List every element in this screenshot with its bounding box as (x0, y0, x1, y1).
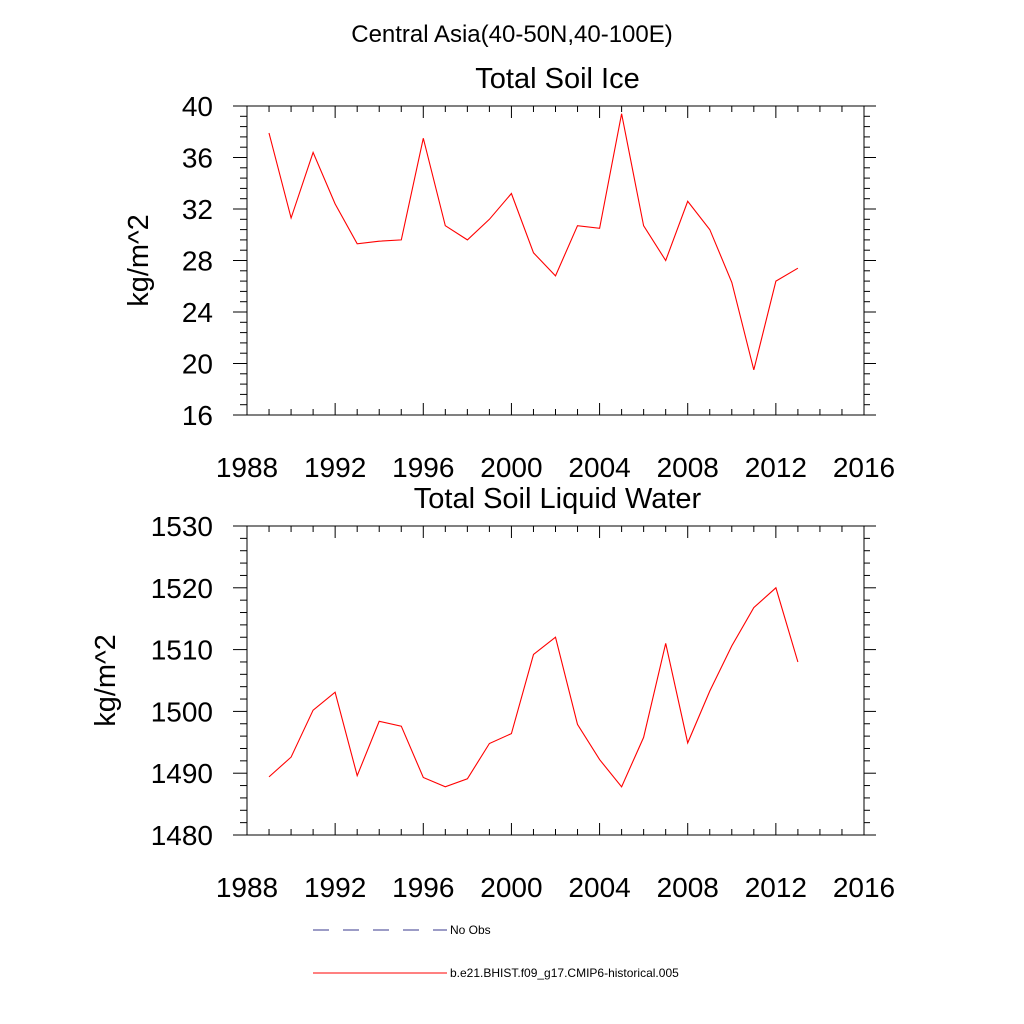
data-point (797, 661, 799, 663)
data-point (775, 587, 777, 589)
data-point (356, 774, 358, 776)
x-tick-label: 1992 (304, 872, 366, 903)
y-tick-label: 1510 (151, 635, 213, 666)
data-point (753, 606, 755, 608)
data-point (422, 137, 424, 139)
data-point (268, 132, 270, 134)
x-tick-label: 1996 (392, 872, 454, 903)
y-tick-label: 1480 (151, 820, 213, 851)
data-point (598, 227, 600, 229)
data-point (532, 252, 534, 254)
chart-title: Total Soil Liquid Water (414, 483, 702, 515)
data-point (444, 786, 446, 788)
data-point (334, 203, 336, 205)
data-point (554, 275, 556, 277)
x-tick-label: 2016 (833, 872, 895, 903)
data-point (488, 218, 490, 220)
data-point (268, 776, 270, 778)
x-tick-label: 2008 (657, 452, 719, 483)
data-point (731, 281, 733, 283)
x-tick-label: 1988 (216, 452, 278, 483)
data-point (753, 369, 755, 371)
data-point (290, 756, 292, 758)
x-tick-label: 2000 (480, 872, 542, 903)
data-point (312, 151, 314, 153)
data-point (356, 243, 358, 245)
data-point (400, 239, 402, 241)
y-tick-label: 1530 (151, 511, 213, 542)
x-tick-label: 2008 (657, 872, 719, 903)
y-tick-label: 1500 (151, 696, 213, 727)
data-point (664, 642, 666, 644)
x-tick-label: 2012 (745, 452, 807, 483)
data-point (510, 732, 512, 734)
y-axis-label: kg/m^2 (90, 634, 122, 727)
data-point (731, 645, 733, 647)
x-tick-label: 1988 (216, 872, 278, 903)
series-line (268, 113, 799, 371)
chart-panel-soil-liquid-water: Total Soil Liquid Water 1988 1992 1996 2000 2… (90, 483, 895, 903)
y-tick-label: 36 (182, 143, 213, 174)
chart-title: Total Soil Ice (475, 63, 639, 95)
y-tick-label: 28 (182, 246, 213, 277)
x-tick-label: 2016 (833, 452, 895, 483)
data-point (400, 725, 402, 727)
data-point (290, 217, 292, 219)
data-point (444, 225, 446, 227)
x-tick-label: 2004 (568, 872, 630, 903)
plot-frame (246, 105, 865, 416)
data-point (687, 742, 689, 744)
data-point (488, 742, 490, 744)
data-point (687, 200, 689, 202)
plot-frame (246, 525, 865, 836)
data-point (466, 239, 468, 241)
legend: No Obs b.e21.BHIST.f09_g17.CMIP6-historic… (313, 923, 679, 980)
data-point (312, 709, 314, 711)
data-point (334, 691, 336, 693)
data-point (620, 786, 622, 788)
data-point (664, 259, 666, 261)
data-point (532, 653, 534, 655)
y-tick-label: 16 (182, 400, 213, 431)
data-point (422, 776, 424, 778)
y-tick-label: 32 (182, 194, 213, 225)
legend-label: b.e21.BHIST.f09_g17.CMIP6-historical.005 (450, 966, 679, 980)
y-axis-label: kg/m^2 (123, 214, 155, 307)
y-tick-label: 40 (182, 91, 213, 122)
legend-label: No Obs (450, 923, 491, 937)
chart-panel-soil-ice: Total Soil Ice 1988 1992 1996 2000 2004 2008 20… (123, 63, 895, 483)
data-point (620, 113, 622, 115)
x-tick-label: 2012 (745, 872, 807, 903)
data-point (642, 225, 644, 227)
data-point (775, 280, 777, 282)
y-tick-label: 1490 (151, 758, 213, 789)
x-tick-label: 2000 (480, 452, 542, 483)
y-tick-label: 1520 (151, 573, 213, 604)
data-point (378, 240, 380, 242)
data-point (642, 736, 644, 738)
figure-title: Central Asia(40-50N,40-100E) (351, 21, 673, 48)
data-point (378, 720, 380, 722)
x-tick-label: 2004 (568, 452, 630, 483)
data-point (576, 225, 578, 227)
x-tick-label: 1996 (392, 452, 454, 483)
data-point (797, 267, 799, 269)
data-point (709, 228, 711, 230)
data-point (554, 636, 556, 638)
series-line (268, 586, 799, 788)
data-point (510, 192, 512, 194)
data-point (576, 723, 578, 725)
y-tick-label: 24 (182, 297, 213, 328)
y-tick-label: 20 (182, 349, 213, 380)
x-tick-label: 1992 (304, 452, 366, 483)
data-point (598, 758, 600, 760)
data-point (709, 690, 711, 692)
data-point (466, 778, 468, 780)
